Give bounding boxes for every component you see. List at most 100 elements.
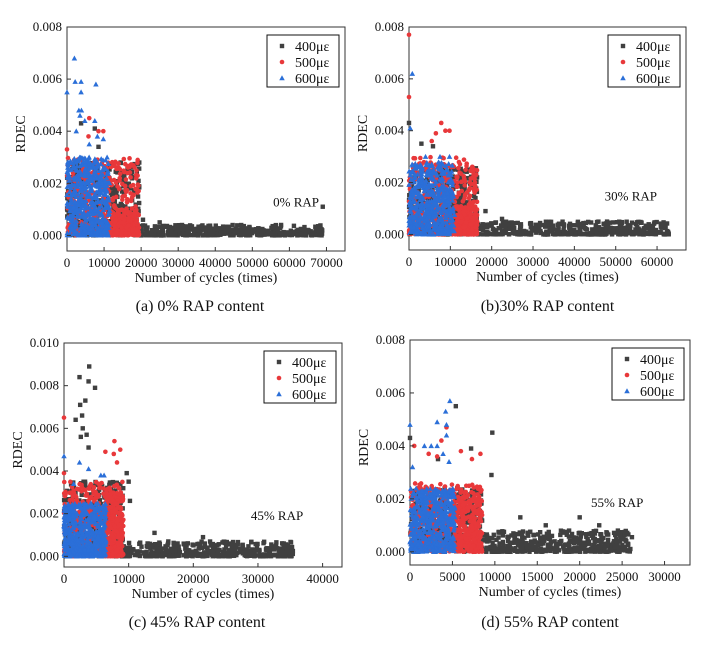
point-500 [462,224,468,230]
point-400 [666,232,671,237]
point-400 [627,230,632,236]
point-400 [567,224,573,230]
point-600 [97,220,104,226]
point-400 [636,226,641,231]
point-500 [134,227,139,233]
point-400 [633,227,638,232]
point-500 [469,167,475,173]
panel-caption: (a) 0% RAP content [136,298,265,315]
point-600 [83,202,89,208]
point-600 [64,230,70,236]
point-400 [506,232,512,237]
point-400 [188,226,194,232]
point-500 [457,161,463,167]
point-400 [77,374,82,380]
point-400 [239,222,244,228]
point-400 [318,228,323,233]
point-400 [166,539,171,544]
point-600 [64,192,70,198]
point-400 [151,232,157,238]
point-400 [280,232,285,238]
point-400 [180,223,186,229]
point-400 [550,223,556,228]
point-600 [70,192,76,198]
point-400 [257,549,262,554]
point-600 [65,159,71,165]
point-400 [488,231,493,237]
point-400 [484,229,489,235]
point-400 [289,544,295,550]
point-400 [184,554,189,559]
point-400 [229,545,234,551]
point-400 [80,426,85,431]
point-500 [429,138,435,144]
point-400 [593,223,598,228]
point-500 [121,156,127,162]
point-600 [105,161,112,166]
legend-marker-500ue [620,59,626,65]
point-500 [462,228,467,234]
point-400 [303,233,308,238]
point-400 [664,231,669,237]
point-400 [280,548,285,554]
y-tick-label: 0.008 [375,19,404,34]
point-400 [629,220,635,225]
point-600 [80,179,87,185]
point-400 [221,231,227,236]
y-tick-label: 0.006 [375,71,405,86]
point-500 [127,156,132,161]
point-400 [291,223,297,229]
point-600 [106,180,113,186]
legend-label: 500με [636,56,671,71]
x-tick-label: 30000 [162,255,195,270]
point-400 [255,231,260,237]
point-400 [269,231,275,237]
point-400 [228,228,233,234]
point-400 [142,223,148,228]
point-400 [272,233,278,238]
point-400 [607,220,613,225]
point-600 [75,213,82,219]
x-tick-label: 0 [64,255,71,270]
point-600 [89,211,96,216]
point-400 [661,232,667,237]
point-400 [202,551,208,557]
point-500 [112,161,117,167]
point-500 [470,230,475,236]
point-600 [97,199,104,205]
point-400 [478,226,483,232]
point-400 [530,228,536,233]
point-400 [214,226,220,232]
point-600 [102,182,109,188]
point-400 [596,219,601,224]
point-600 [70,204,77,210]
point-400 [503,219,509,224]
point-500 [132,211,137,216]
point-400 [283,230,289,236]
point-500 [64,147,70,152]
point-500 [74,486,80,492]
point-400 [166,549,172,554]
y-tick-label: 0.000 [375,226,404,241]
x-tick-label: 30000 [517,254,550,269]
point-400 [160,228,166,234]
point-600 [95,189,101,195]
point-600 [82,118,88,123]
point-400 [492,228,498,233]
point-400 [406,120,412,126]
point-600 [72,228,79,234]
x-tick-label: 50000 [599,254,632,269]
point-400 [200,534,206,540]
point-400 [625,223,631,228]
point-600 [65,173,72,179]
point-400 [265,228,270,233]
point-400 [266,231,272,236]
point-400 [271,552,276,558]
point-400 [235,539,241,545]
point-500 [114,166,119,172]
point-400 [124,545,129,550]
point-400 [273,222,279,228]
point-500 [463,220,469,225]
point-600 [102,165,108,171]
